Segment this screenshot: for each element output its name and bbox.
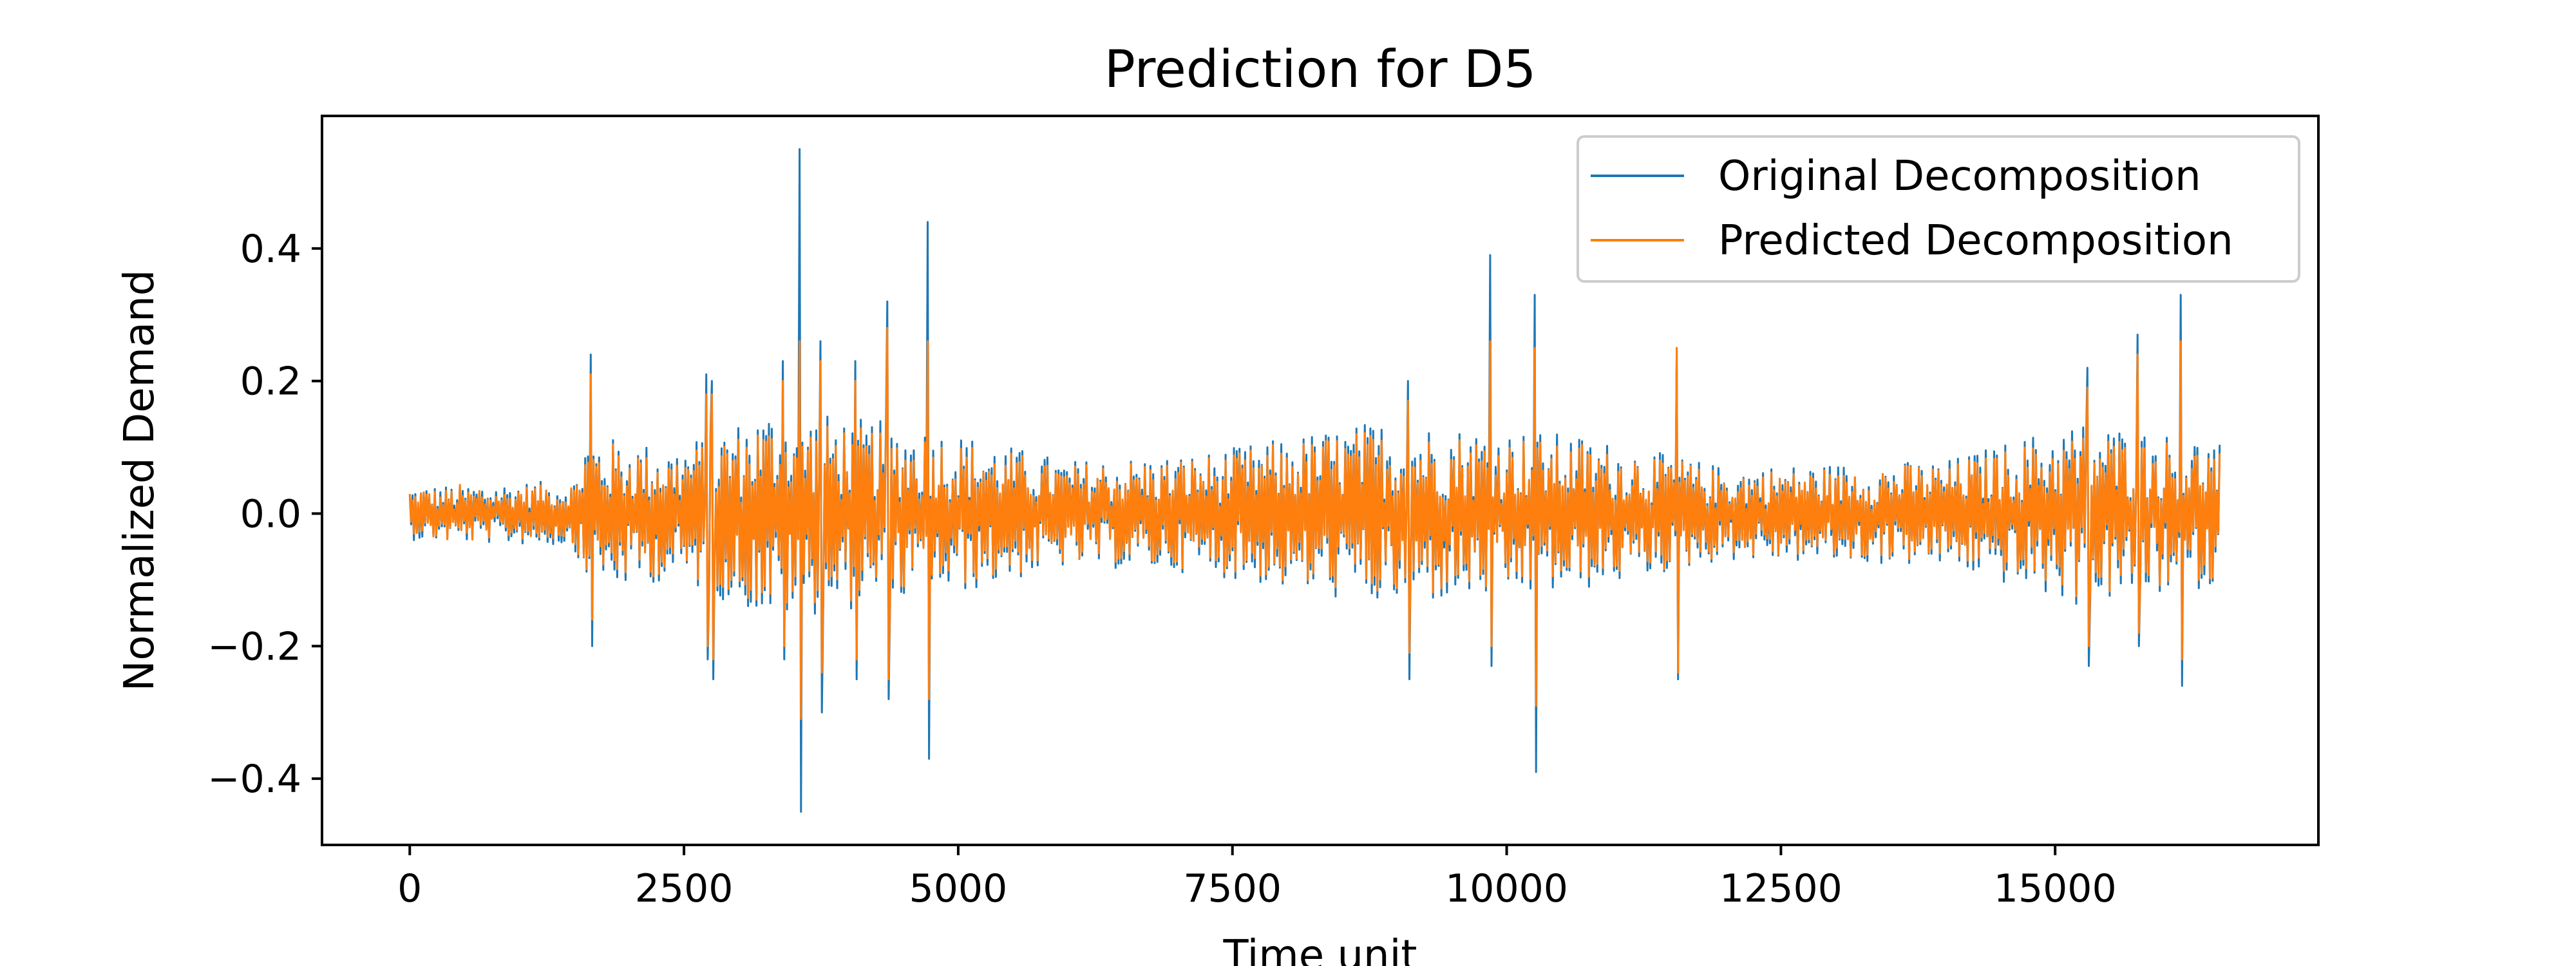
- x-tick-label: 12500: [1719, 866, 1842, 911]
- legend-box: [1577, 135, 2300, 283]
- y-tick-label: 0.4: [240, 227, 301, 272]
- x-tick-label: 0: [397, 866, 422, 911]
- series-layer: [408, 148, 2221, 813]
- y-tick-label: −0.2: [207, 624, 301, 669]
- chart-title: Prediction for D5: [1104, 39, 1537, 99]
- x-axis-label: Time unit: [1223, 932, 1417, 966]
- x-tick-label: 10000: [1445, 866, 1568, 911]
- plot-frame: [321, 115, 2320, 846]
- legend-label-original: Original Decomposition: [1718, 153, 2201, 200]
- x-tick-label: 5000: [909, 866, 1008, 911]
- y-tick-label: 0.2: [240, 359, 301, 404]
- legend-label-predicted: Predicted Decomposition: [1718, 217, 2233, 265]
- x-tick-label: 15000: [1994, 866, 2117, 911]
- x-tick-label: 7500: [1183, 866, 1282, 911]
- x-tick-label: 2500: [635, 866, 734, 911]
- x-axis: 0 2500 5000 7500 10000 12500 15000: [397, 845, 2117, 911]
- y-tick-label: 0.0: [240, 491, 301, 536]
- y-axis: −0.4 −0.2 0.0 0.2 0.4: [207, 227, 322, 802]
- legend: Original Decomposition Predicted Decompo…: [1577, 135, 2300, 283]
- y-tick-label: −0.4: [207, 757, 301, 802]
- series-line-predicted: [408, 327, 2221, 720]
- y-axis-label: Normalized Demand: [116, 270, 164, 692]
